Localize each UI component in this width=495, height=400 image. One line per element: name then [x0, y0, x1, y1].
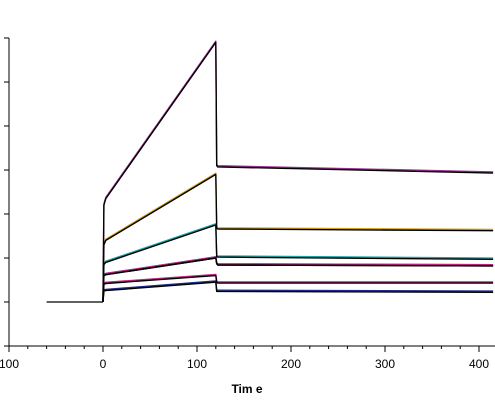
- data-curve-6: [102, 281, 494, 303]
- axes: [8, 38, 495, 347]
- x-ticks: [8, 346, 480, 352]
- x-tick-label: 0: [100, 357, 107, 371]
- data-curve-1: [102, 173, 494, 303]
- fit-curve-5: [102, 273, 494, 301]
- fit-curve-0: [102, 40, 494, 301]
- fit-curve-6: [102, 280, 494, 301]
- x-tick-label: 400: [469, 357, 489, 371]
- x-tick-label: 100: [0, 357, 19, 371]
- x-axis-title: Tim e: [231, 382, 262, 396]
- x-tick-label: 100: [187, 357, 207, 371]
- x-tick-label: 200: [281, 357, 301, 371]
- data-lines: [102, 41, 494, 303]
- data-curve-2: [102, 224, 494, 303]
- data-curve-5: [102, 274, 494, 303]
- data-curve-0: [102, 41, 494, 303]
- fit-curve-2: [102, 223, 494, 301]
- fit-lines: [102, 40, 494, 301]
- x-tick-labels: 100 0 100 200 300 400: [0, 357, 489, 371]
- x-tick-label: 300: [375, 357, 395, 371]
- data-curve-4: [102, 257, 494, 303]
- y-ticks: [4, 37, 9, 347]
